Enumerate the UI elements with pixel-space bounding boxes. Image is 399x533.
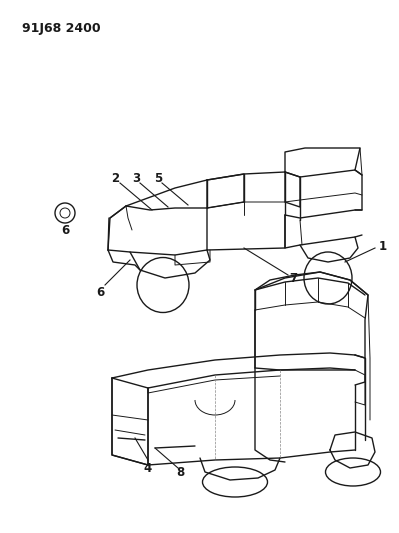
Text: 3: 3 <box>132 172 140 184</box>
Text: 1: 1 <box>379 240 387 254</box>
Text: 91J68 2400: 91J68 2400 <box>22 22 101 35</box>
Text: 8: 8 <box>176 466 184 480</box>
Text: 4: 4 <box>144 462 152 474</box>
Text: 7: 7 <box>289 271 297 285</box>
Text: 6: 6 <box>61 223 69 237</box>
Text: 6: 6 <box>96 287 104 300</box>
Text: 2: 2 <box>111 172 119 184</box>
Text: 5: 5 <box>154 172 162 184</box>
